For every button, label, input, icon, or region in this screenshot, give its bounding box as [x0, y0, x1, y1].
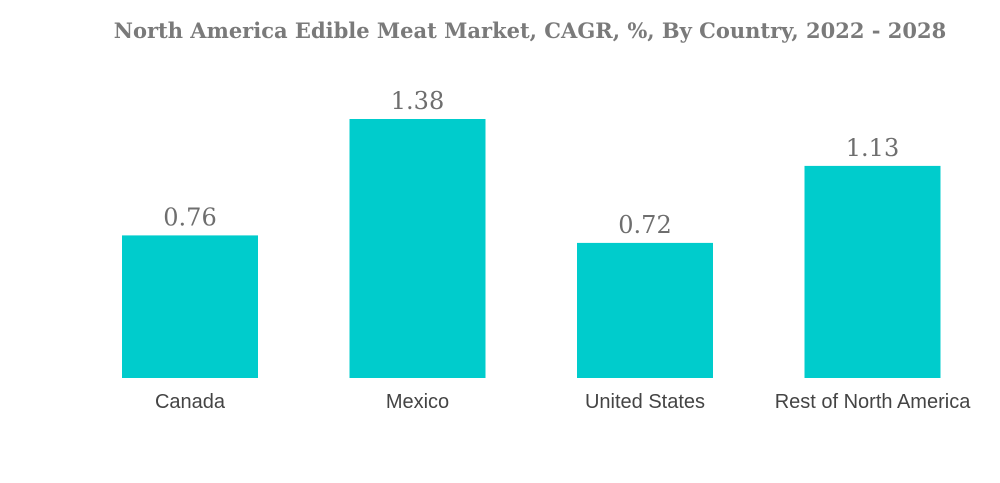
- plot-area: 0.76 Canada 1.38 Mexico 0.72 United States 1.1…: [122, 87, 971, 413]
- x-tick-label: United States: [585, 391, 705, 413]
- bar-rest-of-north-america: [804, 165, 941, 378]
- x-tick-label: Rest of North America: [775, 391, 972, 413]
- bar-united-states: [577, 242, 713, 378]
- data-label: 0.72: [618, 211, 671, 239]
- data-label: 1.38: [391, 87, 444, 115]
- bar-canada: [122, 235, 258, 378]
- x-tick-label: Canada: [155, 391, 226, 413]
- data-label: 0.76: [163, 203, 216, 231]
- x-tick-label: Mexico: [386, 391, 449, 413]
- bar-mexico: [349, 119, 486, 378]
- data-label: 1.13: [846, 134, 899, 162]
- chart-title: North America Edible Meat Market, CAGR, …: [114, 18, 946, 43]
